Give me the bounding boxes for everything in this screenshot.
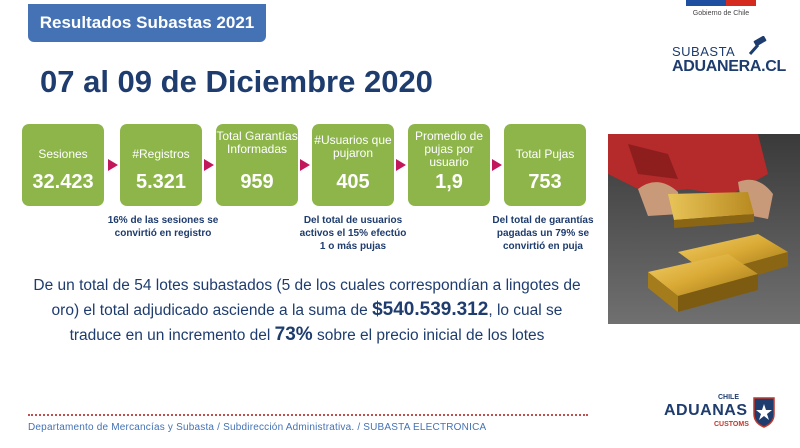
note-usuarios: Del total de usuarios activos el 15% efe… [299, 215, 407, 252]
flag-blue-stripe [686, 0, 726, 6]
summary-text-2: , lo cual se traduce en un incremento de… [69, 302, 563, 344]
stat-box-pujas: Total Pujas 753 [504, 124, 586, 206]
gobierno-logo: Gobierno de Chile [686, 0, 756, 22]
gavel-icon [748, 36, 767, 55]
aduanas-word: ADUANAS [664, 402, 748, 419]
stat-box-promedio: Promedio de pujas por usuario 1,9 [408, 124, 490, 206]
arrow-icon [204, 159, 214, 171]
stat-label: Promedio de pujas por usuario [414, 129, 484, 169]
subasta-logo-line2: ADUANERA.CL [672, 58, 787, 75]
stat-label: Total Pujas [515, 147, 575, 161]
main-title: 07 al 09 de Diciembre 2020 [40, 64, 433, 99]
footer-text: Departamento de Mercancías y Subasta / S… [28, 422, 487, 433]
stat-value: 959 [240, 171, 274, 193]
aduanas-customs: CUSTOMS [714, 421, 749, 428]
stat-box-sesiones: Sesiones 32.423 [22, 124, 104, 206]
arrow-icon [300, 159, 310, 171]
subasta-aduanera-logo: SUBASTA ADUANERA.CL [672, 36, 786, 78]
arrow-icon [492, 159, 502, 171]
stat-label: Sesiones [38, 147, 88, 161]
stat-box-usuarios: #Usuarios que pujaron 405 [312, 124, 394, 206]
stat-label: #Usuarios que pujaron [314, 133, 392, 160]
shield-icon [753, 397, 775, 428]
stat-value: 32.423 [32, 171, 94, 193]
flag-red-stripe [726, 0, 756, 6]
stat-label: #Registros [132, 147, 190, 161]
arrow-icon [108, 159, 118, 171]
arrow-icon [396, 159, 406, 171]
aduanas-logo: CHILE ADUANAS CUSTOMS [664, 394, 780, 436]
aduanas-chile: CHILE [718, 394, 739, 401]
summary-text-1: De un total de 54 lotes subastados (5 de… [33, 277, 581, 319]
footer-divider [28, 414, 588, 416]
note-registros: 16% de las sesiones se convirtió en regi… [107, 215, 219, 239]
gobierno-text: Gobierno de Chile [692, 10, 750, 17]
header-title: Resultados Subastas 2021 [39, 13, 255, 32]
gold-bars-photo [608, 134, 800, 324]
stat-value: 1,9 [435, 171, 463, 193]
stat-label: Total Garantías Informadas [216, 129, 298, 156]
summary-paragraph: De un total de 54 lotes subastados (5 de… [28, 274, 586, 348]
stat-value: 405 [336, 171, 370, 193]
header-tab: Resultados Subastas 2021 [28, 4, 266, 42]
stat-box-registros: #Registros 5.321 [120, 124, 202, 206]
summary-amount: $540.539.312 [372, 299, 489, 320]
subasta-logo-line1: SUBASTA [672, 44, 736, 59]
stat-box-garantias: Total Garantías Informadas 959 [216, 124, 298, 206]
note-pujas: Del total de garantías pagadas un 79% se… [492, 215, 594, 252]
stat-value: 5.321 [135, 171, 187, 193]
summary-text-3: sobre el precio inicial de los lotes [312, 327, 545, 344]
summary-percent: 73% [274, 324, 313, 345]
stat-value: 753 [528, 171, 562, 193]
